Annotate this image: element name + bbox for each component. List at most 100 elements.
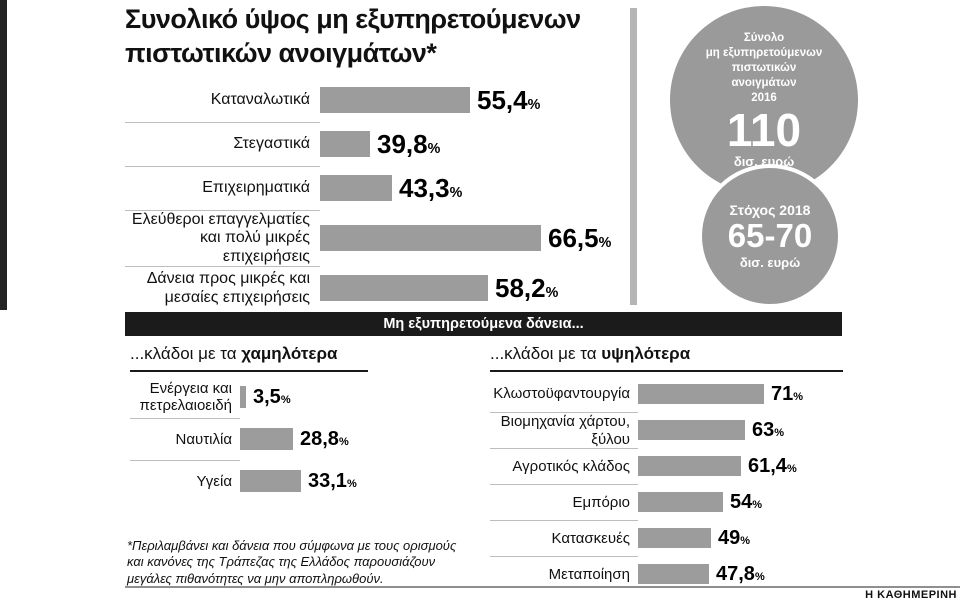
bar-value-number: 58,2 [495,272,546,303]
target-2018-badge: Στόχος 2018 65-70 δισ. ευρώ [698,164,842,308]
bar-value: 3,5% [253,386,291,409]
bar-value: 33,1% [308,470,357,493]
chart-row: Ελεύθεροι επαγγελματίες και πολύ μικρές … [125,210,630,266]
percent-sign: % [740,534,751,547]
bar [638,456,741,476]
total-2016-label-line: Σύνολο [743,32,785,44]
target-2018-value: 65-70 [727,217,813,255]
bar-track: 58,2% [320,273,630,304]
page-title-line2: πιστωτικών ανοιγμάτων* [125,38,437,68]
page-title-line1: Συνολικό ύψος μη εξυπηρετούμενων [125,4,581,34]
highest-sectors-header: ...κλάδοι με τα υψηλότερα [490,344,843,372]
bar-value-number: 33,1 [308,469,347,492]
total-2016-badge: Σύνολο μη εξυπηρετούμενων πιστωτικών ανο… [670,6,858,194]
percent-sign: % [793,390,804,403]
highest-sectors-column: ...κλάδοι με τα υψηλότερα Κλωστοϋφαντουρ… [490,344,843,592]
chart-row: Υγεία 33,1% [130,460,368,502]
chart-row: Βιομηχανία χάρτου, ξύλου 63% [490,412,843,448]
percent-sign: % [427,140,441,157]
bar-label: Υγεία [130,460,240,502]
bar-track: 61,4% [638,455,843,478]
bar [638,564,709,584]
bar-label: Κατασκευές [490,520,638,556]
bar-track: 43,3% [320,173,630,204]
bar [320,87,470,113]
bar-value: 49% [718,527,750,550]
lowest-sectors-column: ...κλάδοι με τα χαμηλότερα Ενέργεια και … [130,344,368,502]
percent-sign: % [346,477,357,490]
bar-value-number: 71 [771,382,794,405]
chart-row: Καταναλωτικά 55,4% [125,78,630,122]
target-2018-unit: δισ. ευρώ [739,254,801,270]
bar-track: 54% [638,491,843,514]
chart-row: Εμπόριο 54% [490,484,843,520]
bar-track: 3,5% [240,386,368,409]
bar-value: 55,4% [477,85,540,116]
chart-highest-sectors: Κλωστοϋφαντουργία 71% Βιομηχανία χάρτου, ξ… [490,376,843,592]
bar [240,428,293,450]
bar-value-number: 47,8 [716,562,755,585]
bar-value: 58,2% [495,273,558,304]
chart-row: Επιχειρηματικά 43,3% [125,166,630,210]
bar-value-number: 39,8 [377,128,428,159]
chart-row: Αγροτικός κλάδος 61,4% [490,448,843,484]
bar [638,420,745,440]
bar-label: Ναυτιλία [130,418,240,460]
total-2016-label-line: πιστωτικών [731,61,797,74]
chart-row: Ενέργεια και πετρελαιοειδή 3,5% [130,376,368,418]
percent-sign: % [280,393,291,406]
bar-track: 55,4% [320,85,630,116]
bar-track: 28,8% [240,428,368,451]
total-2016-value: 110 [726,103,802,156]
chart-npe-categories: Καταναλωτικά 55,4% Στεγαστικά 39,8% Επιχειρη… [125,78,630,310]
bar-label: Επιχειρηματικά [125,166,320,210]
bar-value-number: 61,4 [748,454,787,477]
chart-row: Στεγαστικά 39,8% [125,122,630,166]
chart-row: Ναυτιλία 28,8% [130,418,368,460]
lowest-sectors-header: ...κλάδοι με τα χαμηλότερα [130,344,368,372]
bar [320,131,370,157]
bar-label: Αγροτικός κλάδος [490,448,638,484]
vertical-divider [630,8,637,305]
left-edge-bar [0,0,7,310]
bar-track: 66,5% [320,223,630,254]
chart-row: Κλωστοϋφαντουργία 71% [490,376,843,412]
target-2018-label: Στόχος 2018 [729,202,811,219]
bar [320,225,541,252]
bar-value: 28,8% [300,428,349,451]
bar-value: 39,8% [377,129,440,160]
bar [638,528,711,548]
bar [240,386,246,408]
bar [240,470,301,492]
bar-value-number: 54 [730,490,753,513]
bar-label: Ενέργεια και πετρελαιοειδή [139,379,232,414]
percent-sign: % [449,184,463,201]
bar-track: 63% [638,419,843,442]
bar-label: Εμπόριο [490,484,638,520]
bar-value: 66,5% [548,223,611,254]
lowest-sectors-header-prefix: ...κλάδοι με τα [130,344,242,363]
bar-label: Μεταποίηση [490,556,638,592]
percent-sign: % [338,435,349,448]
bar-value-number: 55,4 [477,84,528,115]
total-2016-label-line: 2016 [751,91,777,104]
bar-value: 47,8% [716,563,765,586]
bar-value: 43,3% [399,173,462,204]
bar-value-number: 28,8 [300,427,339,450]
percent-sign: % [527,96,541,113]
highest-sectors-header-prefix: ...κλάδοι με τα [490,344,602,363]
chart-lowest-sectors: Ενέργεια και πετρελαιοειδή 3,5% Ναυτιλία 28… [130,376,368,502]
highest-sectors-header-bold: υψηλότερα [601,344,691,363]
publisher-credit: Η ΚΑΘΗΜΕΡΙΝΗ [865,589,957,600]
bar [638,492,723,512]
chart-row: Μεταποίηση 47,8% [490,556,843,592]
bottom-rule [125,586,960,588]
chart-row: Δάνεια προς μικρές και μεσαίες επιχειρήσ… [125,266,630,310]
bar-value: 63% [752,419,784,442]
percent-sign: % [774,426,785,439]
percent-sign: % [545,284,559,301]
total-2016-label-line: μη εξυπηρετούμενων [705,46,823,59]
bar-value-number: 3,5 [253,385,281,408]
bar-track: 33,1% [240,470,368,493]
